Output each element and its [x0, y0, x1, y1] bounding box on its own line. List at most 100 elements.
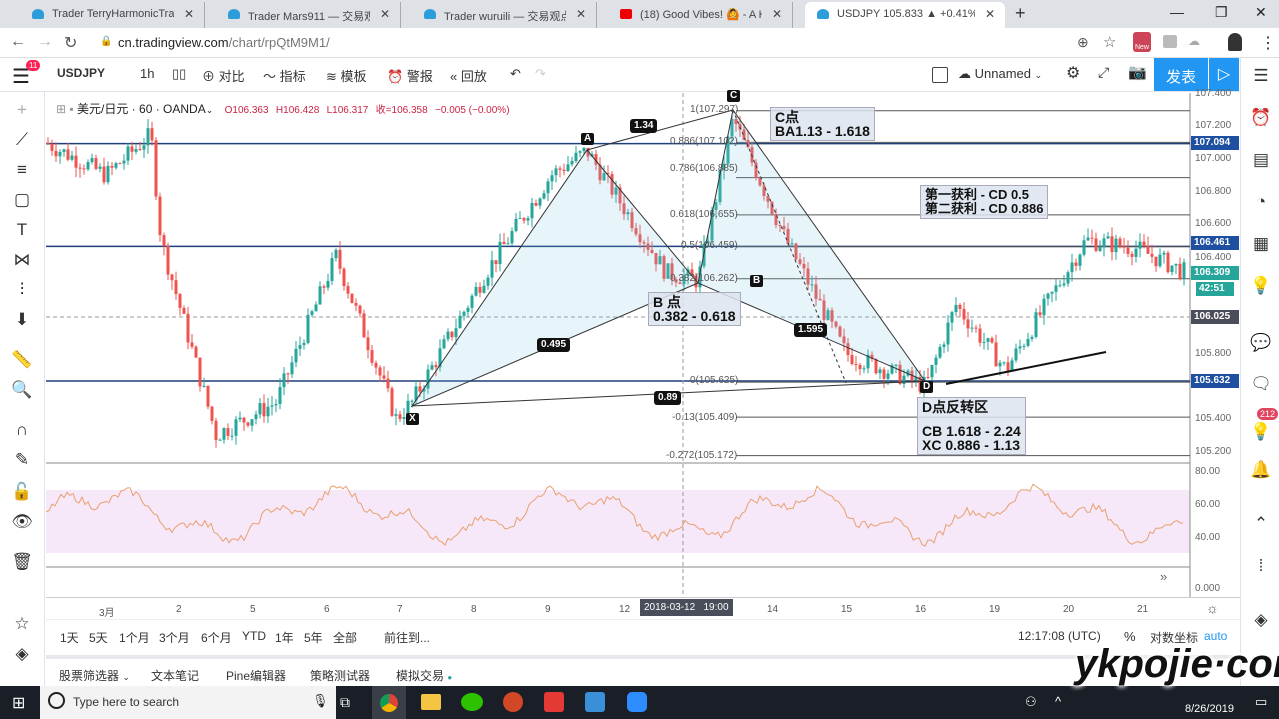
magnet-icon[interactable]: ∩: [15, 420, 29, 439]
minimize-icon[interactable]: —: [1170, 4, 1184, 20]
templates-button[interactable]: ≋ 模板: [326, 66, 367, 85]
reload-icon[interactable]: ↻: [64, 35, 78, 52]
time-axis[interactable]: 3月 2 5 6 7 8 9 12 14 15 16 19 20 21 2018…: [46, 597, 1240, 619]
note-d-point[interactable]: D点反转区 CB 1.618 - 2.24 XC 0.886 - 1.13: [917, 397, 1026, 455]
utc-clock[interactable]: 12:17:08 (UTC): [1018, 629, 1101, 643]
profile-avatar[interactable]: [1228, 33, 1242, 51]
action-center-icon[interactable]: ▭: [1255, 694, 1268, 709]
scroll-to-realtime-icon[interactable]: »: [1160, 569, 1168, 584]
close-tab-icon[interactable]: ✕: [575, 7, 586, 21]
watchlist-icon[interactable]: ☰: [1253, 66, 1269, 85]
close-tab-icon[interactable]: ✕: [183, 7, 194, 21]
range-6m[interactable]: 6个月: [201, 631, 232, 645]
settings-gear-icon[interactable]: ⚙: [1066, 65, 1081, 82]
pattern-icon[interactable]: ⋈: [13, 250, 31, 269]
symbol-search[interactable]: USDJPY: [57, 66, 106, 80]
browser-tab-active[interactable]: USDJPY 105.833 ▲ +0.41% Unn ✕: [805, 2, 1005, 28]
range-1m[interactable]: 1个月: [119, 631, 150, 645]
taskbar-search-box[interactable]: Type here to search 🎙: [40, 686, 336, 719]
tab-stock-screener[interactable]: 股票筛选器 ⌄: [59, 667, 130, 684]
layout-square-icon[interactable]: [932, 67, 948, 83]
compare-button[interactable]: ⊕ 对比: [202, 66, 245, 85]
note-targets[interactable]: 第一获利 - CD 0.5 第二获利 - CD 0.886: [920, 185, 1049, 219]
pencil-lock-icon[interactable]: ✎: [14, 450, 30, 469]
tab-pine-editor[interactable]: Pine编辑器: [226, 669, 287, 683]
chart-canvas[interactable]: [46, 93, 1240, 597]
browser-tab[interactable]: Trader Mars911 — 交易观点与图 ✕: [216, 2, 401, 28]
replay-button[interactable]: « 回放: [450, 66, 487, 85]
note-b-point[interactable]: B 点 0.382 - 0.618: [648, 292, 741, 326]
task-view-icon[interactable]: ⧉: [340, 694, 350, 710]
tray-chevron-icon[interactable]: ^: [1055, 694, 1062, 709]
add-icon[interactable]: ⊕: [1077, 34, 1089, 50]
layers-icon[interactable]: ◈: [15, 644, 29, 663]
bookmark-star-icon[interactable]: ☆: [1103, 34, 1117, 51]
axis-settings-icon[interactable]: ☼: [1206, 600, 1219, 616]
favorite-star-icon[interactable]: ☆: [14, 614, 30, 633]
rectangle-icon[interactable]: ▢: [13, 190, 31, 209]
trendline-icon[interactable]: ⟋: [16, 130, 28, 149]
extension-code-icon[interactable]: [1163, 35, 1177, 48]
url-field[interactable]: cn.tradingview.com/chart/rpQtM9M1/: [118, 35, 330, 50]
auto-scale-toggle[interactable]: auto: [1204, 629, 1228, 643]
range-5d[interactable]: 5天: [89, 631, 108, 645]
interval-button[interactable]: 1h: [140, 66, 155, 81]
range-ytd[interactable]: YTD: [242, 629, 266, 643]
close-tab-icon[interactable]: ✕: [984, 7, 995, 21]
s-app-icon[interactable]: [585, 692, 605, 712]
arrow-down-icon[interactable]: ⬇: [14, 310, 30, 329]
tab-paper-trading[interactable]: 模拟交易 ●: [396, 667, 452, 684]
lock-icon[interactable]: 🔓: [11, 482, 33, 501]
hotlist-icon[interactable]: ◔: [1255, 192, 1267, 211]
range-all[interactable]: 全部: [333, 631, 358, 645]
camera-icon[interactable]: 📷: [1128, 64, 1147, 81]
play-stream-icon[interactable]: ▷: [1209, 58, 1239, 91]
chart-pane[interactable]: ⊞ ▪ 美元/日元 · 60 · OANDA⌄ O106.363 H106.42…: [46, 88, 1240, 597]
text-icon[interactable]: T: [16, 220, 28, 239]
chart-style-candles-icon[interactable]: ▯▯: [172, 66, 187, 81]
eye-icon[interactable]: 👁: [11, 512, 33, 531]
range-3m[interactable]: 3个月: [159, 631, 190, 645]
taskbar-date[interactable]: 8/26/2019: [1185, 703, 1234, 715]
crypto-icon[interactable]: ◈: [1254, 610, 1268, 629]
chat-icon[interactable]: 🗨: [1250, 374, 1272, 393]
range-1d[interactable]: 1天: [60, 631, 79, 645]
powerpoint-icon[interactable]: [503, 692, 523, 712]
layout-name-button[interactable]: ☁ Unnamed ⌄: [958, 66, 1042, 82]
close-window-icon[interactable]: ✕: [1255, 4, 1267, 20]
fib-retracement-icon[interactable]: ≡: [17, 160, 27, 179]
close-tab-icon[interactable]: ✕: [771, 7, 782, 21]
browser-tab[interactable]: Trader TerryHarmonicTrading — ✕: [20, 2, 205, 28]
file-explorer-icon[interactable]: [421, 694, 441, 710]
fullscreen-icon[interactable]: ⤢: [1098, 64, 1110, 80]
extension-cloud-icon[interactable]: ☁: [1188, 34, 1200, 48]
wps-icon[interactable]: [544, 692, 564, 712]
wechat-icon[interactable]: [461, 693, 483, 711]
browser-tab[interactable]: (18) Good Vibes! 🙆 - A Happy ✕: [608, 2, 793, 28]
range-5y[interactable]: 5年: [304, 631, 323, 645]
tab-strategy-tester[interactable]: 策略测试器: [310, 669, 371, 683]
collapse-icon[interactable]: ⊞ ▪: [56, 102, 74, 116]
close-tab-icon[interactable]: ✕: [379, 7, 390, 21]
extension-icon[interactable]: New: [1133, 32, 1151, 52]
undo-icon[interactable]: ↶: [510, 66, 521, 81]
tab-text-notes[interactable]: 文本笔记: [151, 669, 200, 683]
trash-icon[interactable]: 🗑: [11, 552, 33, 571]
people-icon[interactable]: ⚇: [1025, 694, 1037, 709]
redo-icon[interactable]: ↷: [535, 66, 546, 81]
alert-button[interactable]: ⏰ 警报: [387, 66, 433, 85]
streams-icon[interactable]: 💡: [1250, 422, 1272, 441]
browser-menu-icon[interactable]: ⋮: [1260, 35, 1276, 52]
prediction-icon[interactable]: ⫶: [19, 280, 25, 299]
crosshair-icon[interactable]: +: [17, 100, 27, 119]
percent-scale-toggle[interactable]: %: [1124, 629, 1136, 644]
calendar-icon[interactable]: ▦: [1252, 234, 1270, 253]
indicators-button[interactable]: 〜 指标: [263, 66, 306, 85]
ruler-icon[interactable]: 📏: [11, 350, 33, 369]
menu-icon[interactable]: ☰: [12, 66, 30, 88]
zoom-in-icon[interactable]: 🔍: [11, 380, 33, 399]
forward-icon[interactable]: →: [37, 33, 53, 50]
publish-button[interactable]: 发表: [1154, 58, 1208, 91]
new-tab-icon[interactable]: +: [1015, 3, 1026, 23]
back-icon[interactable]: ←: [10, 33, 26, 50]
